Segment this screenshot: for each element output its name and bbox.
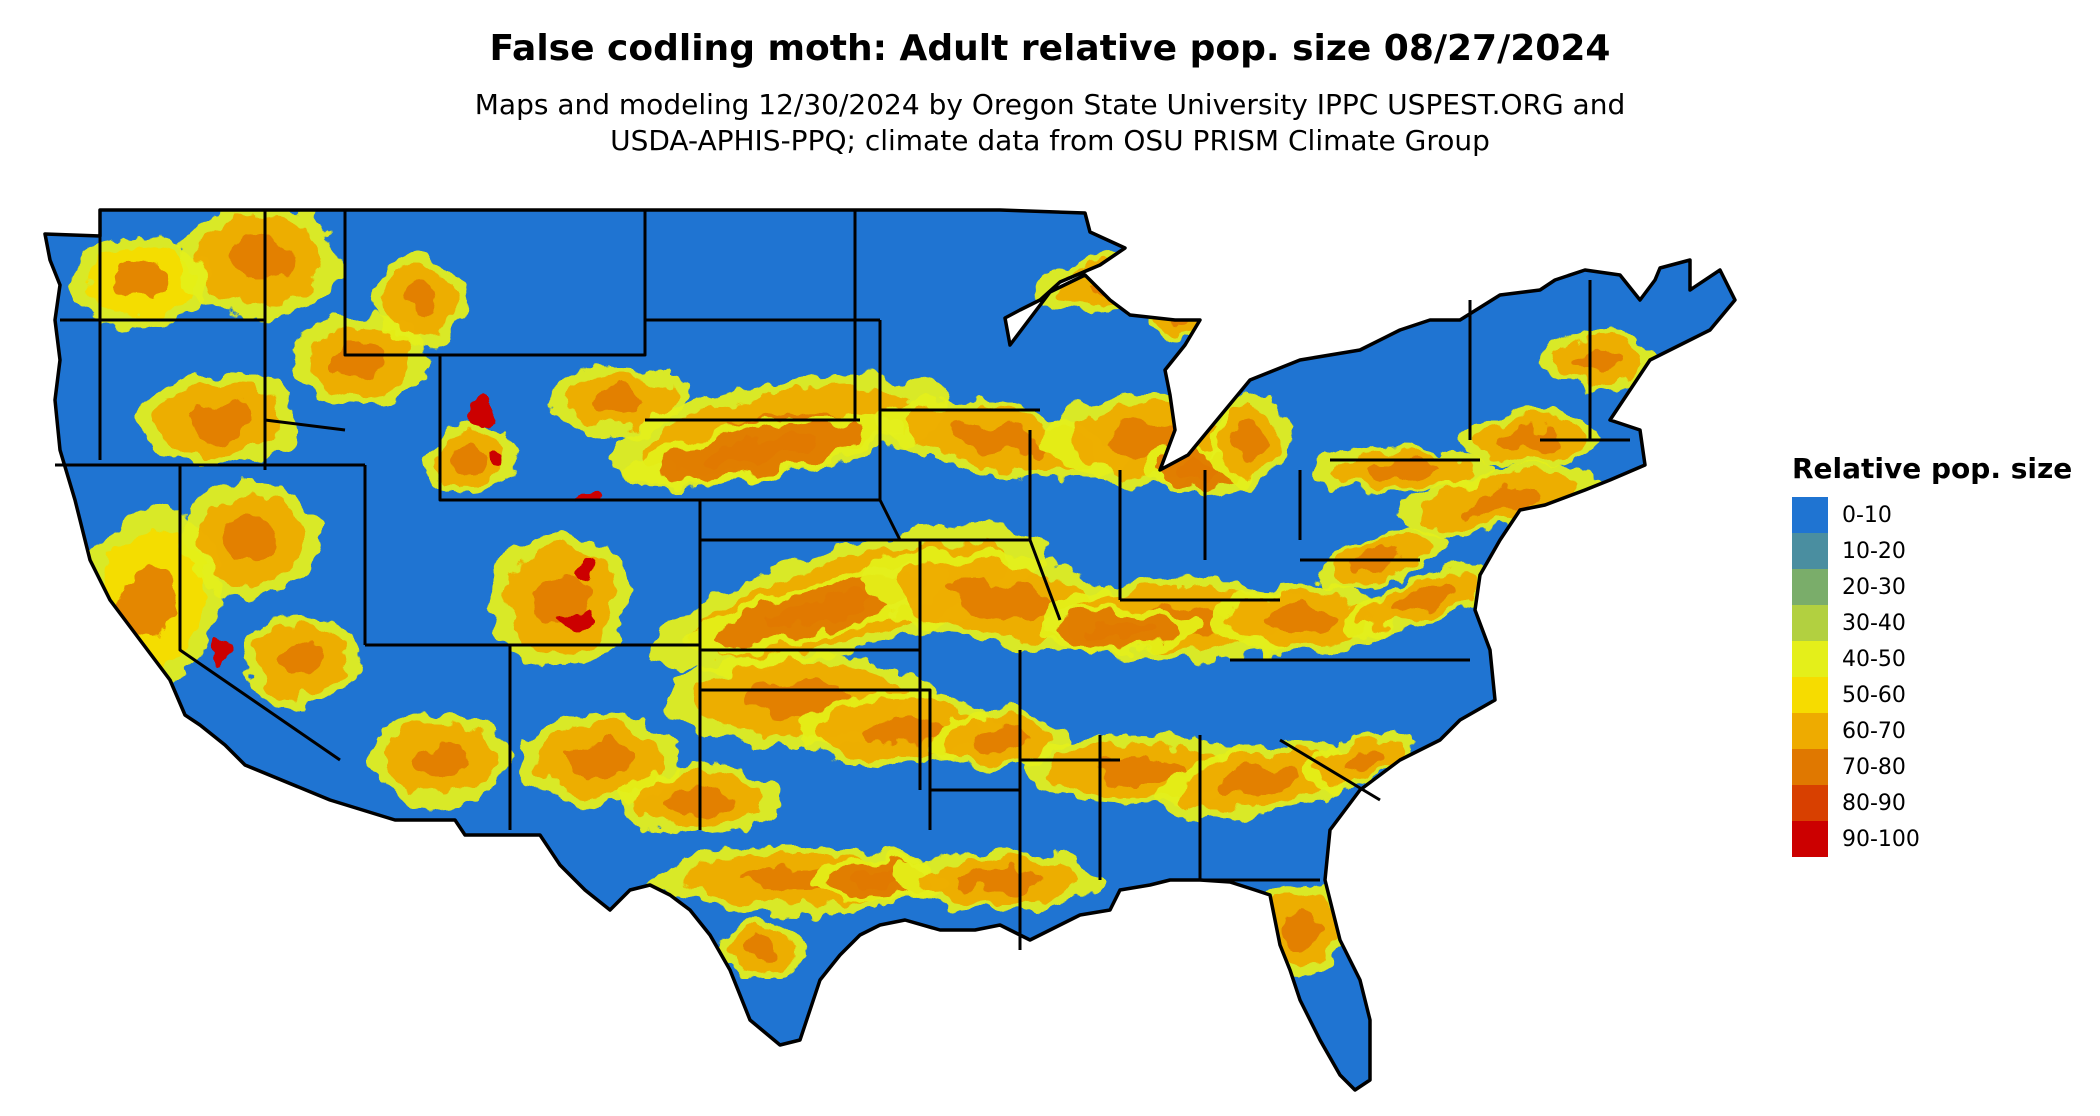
- hotspot-blob: [277, 642, 323, 678]
- legend-item: 60-70: [1792, 713, 2072, 749]
- hotspot-blob: [593, 386, 647, 414]
- hotspot-blob: [557, 610, 593, 630]
- legend-items: 0-10 10-20 20-30 30-40 40-50 50-60 60-70 70-80 8…: [1792, 497, 2072, 857]
- legend-swatch: [1792, 677, 1828, 713]
- hotspot-blob: [1390, 586, 1450, 614]
- hotspot-blob: [1460, 486, 1540, 514]
- hotspot-blob: [1088, 621, 1152, 639]
- legend-swatch: [1792, 749, 1828, 785]
- legend-label: 60-70: [1842, 718, 1906, 744]
- map-subtitle-line1: Maps and modeling 12/30/2024 by Oregon S…: [474, 88, 1626, 121]
- hotspot-blob: [1577, 348, 1623, 372]
- legend-item: 10-20: [1792, 533, 2072, 569]
- legend-swatch: [1792, 533, 1828, 569]
- legend-label: 20-30: [1842, 574, 1906, 600]
- legend-label: 40-50: [1842, 646, 1906, 672]
- state-border: [1028, 430, 1062, 621]
- hotspot-blob: [452, 446, 488, 474]
- legend-item: 80-90: [1792, 785, 2072, 821]
- legend-label: 80-90: [1842, 790, 1906, 816]
- state-border: [264, 418, 346, 432]
- legend-label: 10-20: [1842, 538, 1906, 564]
- hotspot-blob: [228, 237, 292, 283]
- legend-item: 70-80: [1792, 749, 2072, 785]
- hotspot-blob: [951, 424, 1049, 456]
- hotspot-blob: [492, 452, 508, 468]
- hotspot-blob: [959, 868, 1041, 892]
- hotspot-blob: [113, 262, 167, 298]
- hotspot-blob: [413, 742, 467, 778]
- state-border: [700, 688, 932, 830]
- legend-item: 50-60: [1792, 677, 2072, 713]
- hotspot-blob: [1234, 422, 1266, 458]
- state-border: [878, 320, 902, 541]
- legend-swatch: [1792, 605, 1828, 641]
- hotspot-blob: [402, 282, 438, 318]
- legend-swatch: [1792, 821, 1828, 857]
- legend-item: 90-100: [1792, 821, 2072, 857]
- hotspot-blob: [1095, 756, 1185, 784]
- hotspot-blob: [1220, 764, 1300, 796]
- map-subtitle-line2: USDA-APHIS-PPQ; climate data from OSU PR…: [610, 124, 1490, 157]
- legend-title: Relative pop. size: [1792, 452, 2073, 485]
- state-border: [178, 465, 341, 762]
- hotspot-blob: [568, 742, 632, 778]
- hotspot-blob: [1264, 606, 1336, 634]
- hotspot-blob: [1109, 422, 1191, 458]
- hotspot-blob: [767, 592, 873, 628]
- country-outline: [43, 208, 1737, 1092]
- legend-swatch: [1792, 713, 1828, 749]
- map-title: False codling moth: Adult relative pop. …: [489, 28, 1611, 69]
- legend-swatch: [1792, 569, 1828, 605]
- state-border: [440, 210, 647, 357]
- hotspot-blob: [122, 564, 178, 636]
- legend-label: 30-40: [1842, 610, 1906, 636]
- state-borders: [55, 210, 1630, 950]
- state-border: [438, 355, 510, 502]
- state-border: [1279, 738, 1381, 802]
- hotspot-blob: [1177, 461, 1223, 479]
- legend-item: 30-40: [1792, 605, 2072, 641]
- hotspot-blob: [188, 402, 252, 438]
- legend-label: 70-80: [1842, 754, 1906, 780]
- hotspot-blob: [973, 728, 1027, 752]
- hotspot-blob: [706, 435, 814, 465]
- legend-label: 50-60: [1842, 682, 1906, 708]
- hotspot-blob: [470, 390, 490, 430]
- legend-swatch: [1792, 641, 1828, 677]
- hotspot-blob: [1503, 428, 1557, 452]
- legend-item: 20-30: [1792, 569, 2072, 605]
- legend-item: 40-50: [1792, 641, 2072, 677]
- hotspot-blob: [1338, 748, 1382, 772]
- hotspot-blob: [1282, 912, 1318, 948]
- hotspot-blob: [853, 871, 907, 889]
- hotspot-blob: [575, 556, 595, 584]
- legend-label: 90-100: [1842, 826, 1920, 852]
- legend-swatch: [1792, 785, 1828, 821]
- hotspot-blob: [333, 342, 387, 378]
- legend-item: 0-10: [1792, 497, 2072, 533]
- hotspot-blob: [742, 938, 778, 962]
- hotspot-blob: [1364, 461, 1436, 479]
- hotspot-blob: [859, 716, 941, 744]
- legend-label: 0-10: [1842, 502, 1892, 528]
- hotspot-blob: [946, 579, 1054, 621]
- map-legend: Relative pop. size 0-10 10-20 20-30 30-40 40…: [1792, 452, 2072, 857]
- hotspot-blob: [212, 636, 228, 664]
- hotspot-blob: [223, 517, 277, 563]
- legend-swatch: [1792, 497, 1828, 533]
